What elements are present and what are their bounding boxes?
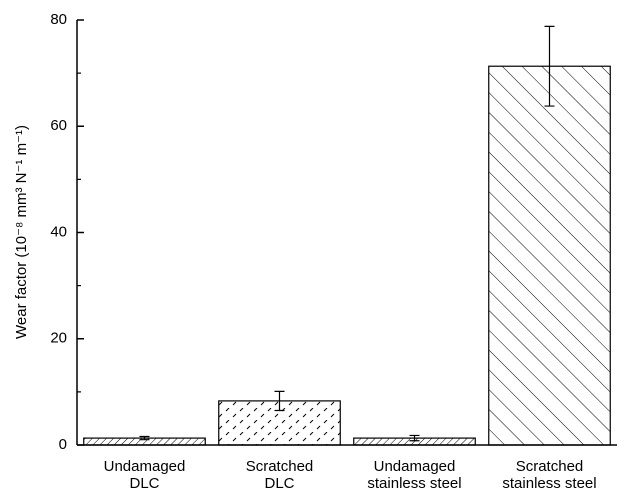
error-bar: [409, 434, 420, 442]
x-tick-label: DLC: [129, 475, 159, 492]
y-tick-label: 20: [50, 330, 67, 347]
error-bar: [139, 435, 150, 441]
y-tick-label: 80: [50, 11, 67, 28]
x-tick-label: Scratched: [246, 458, 314, 475]
x-tick-label: DLC: [264, 475, 294, 492]
y-tick-label: 0: [59, 436, 67, 453]
y-tick-label: 40: [50, 223, 67, 240]
x-tick-label: stainless steel: [502, 475, 596, 492]
x-tick-label: Undamaged: [374, 458, 456, 475]
x-tick-label: Undamaged: [104, 458, 186, 475]
error-bar: [544, 25, 555, 107]
bar: [488, 65, 611, 446]
error-bar: [274, 390, 285, 412]
x-tick-label: stainless steel: [367, 475, 461, 492]
x-tick-label: Scratched: [516, 458, 584, 475]
y-tick-label: 60: [50, 117, 67, 134]
y-axis-label: Wear factor (10⁻⁸ mm³ N⁻¹ m⁻¹): [13, 125, 30, 339]
